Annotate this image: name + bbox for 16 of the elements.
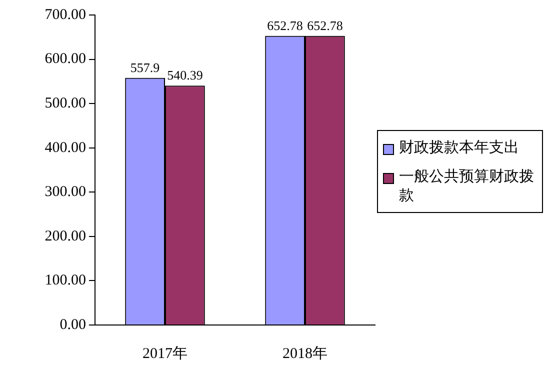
y-tick-label: 200.00 [44, 228, 86, 244]
y-tick-label: 0.00 [60, 316, 86, 333]
y-tick-label: 400.00 [44, 140, 86, 156]
y-tick-label: 100.00 [44, 272, 86, 289]
legend-label: 财政拨款本年支出 [399, 139, 519, 158]
data-label: 652.78 [267, 18, 303, 33]
y-tick-label: 700.00 [44, 6, 86, 23]
data-label: 652.78 [307, 18, 343, 33]
data-label: 557.9 [130, 60, 160, 75]
x-tick-label: 2018年 [282, 344, 328, 362]
y-tick-label: 600.00 [44, 51, 86, 68]
y-tick-label: 500.00 [44, 96, 86, 112]
legend-label: 一般公共预算财政拨款 [399, 168, 535, 206]
x-tick-label: 2017年 [142, 344, 188, 362]
data-label: 540.39 [167, 68, 203, 83]
y-tick-label: 300.00 [44, 184, 86, 200]
